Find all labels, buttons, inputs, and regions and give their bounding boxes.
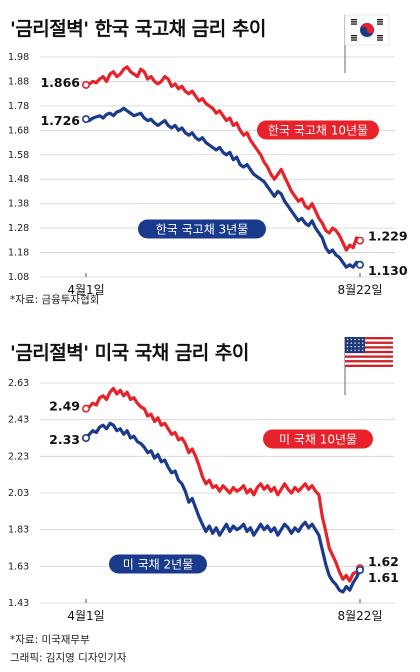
- series-label-pill: [138, 219, 266, 239]
- x-tick-label: 4월1일: [67, 609, 104, 623]
- flag-canton: [345, 337, 365, 353]
- series-line: [84, 106, 362, 269]
- series-end-marker: [355, 565, 364, 574]
- panel-1-title: '금리절벽' 한국 국고채 금리 추이: [10, 18, 266, 40]
- trigram-bar: [377, 19, 383, 21]
- y-tick-label: 2.63: [8, 378, 29, 389]
- trigram-bar: [377, 21, 383, 23]
- flag-star: [354, 349, 356, 351]
- flag-star: [358, 349, 360, 351]
- trigram-bar: [377, 37, 383, 39]
- series-name-label: 미 국채 2년물: [123, 558, 193, 572]
- trigram-bar: [351, 23, 357, 25]
- x-tick-label: 8월22일: [338, 283, 383, 297]
- flag-star: [354, 338, 356, 341]
- y-tick-label: 1.18: [8, 248, 29, 259]
- series-line: [84, 421, 362, 594]
- flag-star: [362, 342, 364, 344]
- flag-star: [346, 349, 349, 351]
- y-tick-label: 1.08: [8, 272, 29, 283]
- y-tick-label: 1.48: [8, 174, 29, 185]
- flag-star: [358, 342, 360, 344]
- y-tick-label: 1.28: [8, 223, 29, 234]
- series-end-marker: [355, 236, 364, 245]
- panel-2-source: *자료: 미국재무부: [10, 634, 90, 646]
- trigram-bar: [377, 39, 383, 41]
- y-tick-label: 2.03: [8, 488, 29, 499]
- y-tick-label: 2.43: [8, 415, 29, 426]
- end-value-label: 1.61: [368, 570, 399, 585]
- trigram-bar: [351, 37, 357, 39]
- series-start-marker: [82, 433, 91, 442]
- y-tick-label: 1.58: [8, 150, 29, 161]
- series-label-pill: [263, 429, 373, 449]
- flag-stripe: [345, 337, 393, 340]
- flag-star: [362, 349, 364, 351]
- trigram-bar: [351, 21, 357, 23]
- series-start-marker: [82, 115, 91, 124]
- trigram-bar: [351, 19, 357, 21]
- flag-stripe: [345, 364, 393, 367]
- panel-1-source: *자료: 금융투자협회: [10, 294, 100, 306]
- flag-star: [350, 346, 352, 348]
- trigram-bar: [351, 35, 357, 37]
- series-line: [84, 386, 362, 583]
- flag-star: [358, 338, 360, 341]
- y-tick-label: 1.88: [8, 76, 29, 87]
- series-name-label: 한국 국고채 3년물: [156, 223, 249, 237]
- flag-star: [358, 346, 360, 348]
- flag-star: [354, 346, 356, 348]
- flag-star: [362, 338, 364, 341]
- series-name-label: 미 국채 10년물: [279, 433, 357, 447]
- y-tick-label: 1.43: [8, 598, 29, 609]
- trigram-bar: [377, 23, 383, 25]
- flag-star: [350, 349, 352, 351]
- flag-star: [346, 338, 349, 341]
- trigram-bar: [377, 35, 383, 37]
- end-value-label: 1.62: [368, 554, 399, 569]
- series-label-pill: [109, 554, 207, 574]
- series-end-marker: [355, 260, 364, 269]
- panel-2-title: '금리절벽' 미국 국채 금리 추이: [10, 342, 249, 364]
- flag-star: [350, 342, 352, 344]
- y-tick-label: 1.83: [8, 525, 29, 536]
- x-tick-label: 4월1일: [67, 283, 104, 297]
- y-tick-label: 2.23: [8, 451, 29, 462]
- start-value-label: 2.33: [49, 432, 80, 447]
- flag-star: [346, 346, 349, 348]
- start-value-label: 1.866: [40, 75, 80, 90]
- flag-star: [350, 338, 352, 341]
- series-start-marker: [82, 80, 91, 89]
- y-tick-label: 1.98: [8, 52, 29, 63]
- series-name-label: 한국 국고채 10년물: [268, 124, 368, 138]
- flag-stripe: [345, 355, 393, 358]
- trigram-bar: [351, 39, 357, 41]
- y-tick-label: 1.63: [8, 561, 29, 572]
- panel-2-credit: 그래픽: 김지영 디자인기자: [10, 652, 127, 664]
- flag-star: [362, 346, 364, 348]
- flag-stripe: [345, 346, 393, 349]
- y-tick-label: 1.68: [8, 125, 29, 136]
- y-tick-label: 1.38: [8, 199, 29, 210]
- start-value-label: 1.726: [40, 113, 80, 128]
- end-value-label: 1.229: [368, 229, 408, 244]
- series-label-pill: [257, 120, 379, 140]
- flag-stripe: [345, 341, 393, 344]
- flag-stripe: [345, 360, 393, 363]
- end-value-label: 1.130: [368, 263, 408, 278]
- series-start-marker: [82, 404, 91, 413]
- x-tick-label: 8월22일: [338, 609, 383, 623]
- y-tick-label: 1.78: [8, 101, 29, 112]
- series-line: [84, 65, 362, 252]
- start-value-label: 2.49: [49, 399, 80, 414]
- flag-star: [346, 342, 349, 344]
- flag-star: [354, 342, 356, 344]
- taegeuk-red: [360, 23, 374, 34]
- flag-stripe: [345, 350, 393, 354]
